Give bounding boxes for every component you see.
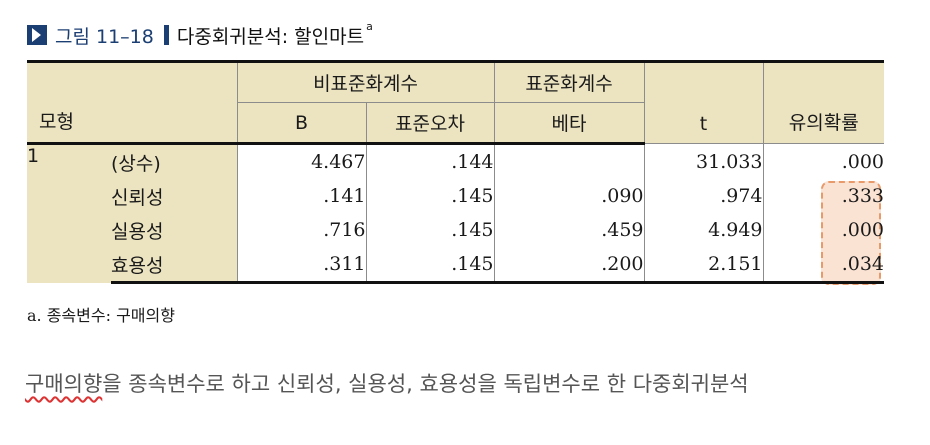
cell-t: 2.151 [643, 247, 764, 284]
cell-t: 4.949 [643, 213, 764, 247]
cell-beta: .459 [493, 213, 645, 247]
cell-b: 4.467 [236, 143, 366, 179]
table-row: 효용성 .311 .145 .200 2.151 .034 [27, 247, 885, 284]
variable-name: 실용성 [111, 213, 237, 247]
cell-beta: .200 [493, 247, 645, 284]
cell-b: .716 [236, 213, 366, 247]
footnote: a. 종속변수: 구매의향 [27, 306, 175, 325]
title-divider [163, 25, 169, 45]
cell-beta: .090 [493, 179, 645, 213]
variable-name: 신뢰성 [111, 179, 237, 213]
caption-text: 을 종속변수로 하고 신뢰성, 실용성, 효용성을 독립변수로 한 다중회귀분석 [102, 372, 749, 396]
cell-b: .141 [236, 179, 366, 213]
model-number: 1 [27, 143, 111, 283]
cell-significance: .000 [762, 213, 885, 247]
figure-superscript: a [366, 19, 373, 33]
header-b: B [236, 102, 366, 145]
header-standardized: 표준화계수 [493, 60, 645, 103]
arrow-icon [27, 25, 47, 45]
cell-t: 31.033 [643, 143, 764, 179]
cell-std-error: .145 [365, 213, 495, 247]
header-beta: 베타 [493, 102, 645, 145]
header-std-error: 표준오차 [365, 102, 495, 145]
header-model: 모형 [27, 60, 237, 145]
figure-title: 그림 11–18 다중회귀분석: 할인마트 a [27, 20, 373, 50]
caption: 구매의향을 종속변수로 하고 신뢰성, 실용성, 효용성을 독립변수로 한 다중… [25, 368, 749, 398]
variable-name: (상수) [111, 143, 237, 179]
cell-t: .974 [643, 179, 764, 213]
figure-label: 그림 11–18 [55, 25, 154, 48]
cell-std-error: .144 [365, 143, 495, 179]
variable-name: 효용성 [111, 247, 237, 284]
header-significance: 유의확률 [762, 60, 885, 144]
cell-significance: .333 [762, 179, 885, 213]
regression-table: 모형 비표준화계수 표준화계수 t 유의확률 B 표준오차 베타 1 (상수) … [27, 60, 885, 284]
figure-heading: 다중회귀분석: 할인마트 [176, 25, 365, 48]
header-t: t [643, 60, 764, 144]
table-row: 실용성 .716 .145 .459 4.949 .000 [27, 213, 885, 247]
cell-b: .311 [236, 247, 366, 284]
cell-beta [493, 143, 645, 179]
table-row: 1 (상수) 4.467 .144 31.033 .000 [27, 143, 885, 283]
header-unstandardized: 비표준화계수 [236, 60, 495, 103]
cell-std-error: .145 [365, 247, 495, 284]
cell-significance: .000 [762, 143, 885, 179]
table-row: 신뢰성 .141 .145 .090 .974 .333 [27, 179, 885, 213]
cell-std-error: .145 [365, 179, 495, 213]
caption-keyword: 구매의향 [25, 372, 103, 396]
cell-significance: .034 [762, 247, 885, 284]
